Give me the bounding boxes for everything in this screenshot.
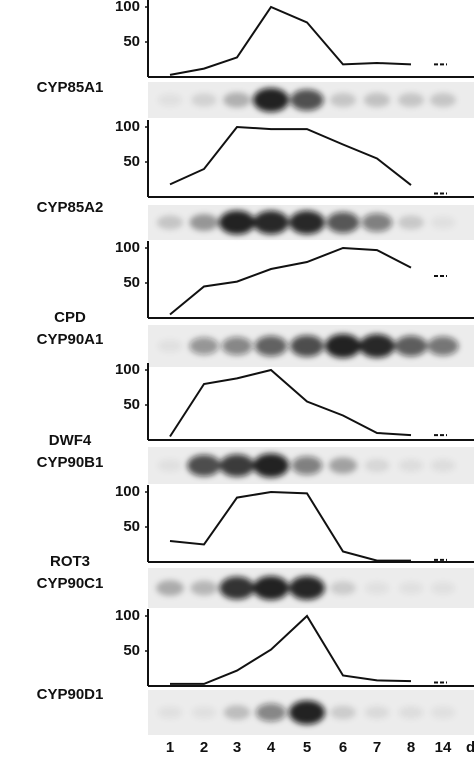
blot-band: [397, 92, 425, 108]
blot-band: [219, 454, 255, 477]
blot-band: [253, 576, 289, 600]
gene-label: CPD: [54, 309, 86, 326]
blot-band: [156, 580, 184, 596]
blot-bands: [156, 210, 456, 235]
gene-label: ROT3: [50, 553, 90, 570]
blot-band: [253, 210, 289, 235]
blot-band: [330, 705, 356, 720]
blot-band: [329, 92, 357, 108]
y-tick-label: 100: [115, 483, 140, 500]
blot-band: [189, 214, 219, 231]
blot-band: [326, 212, 360, 233]
data-line: [170, 614, 412, 685]
gene-label: CYP85A2: [37, 199, 104, 216]
gene-label: CYP90C1: [37, 575, 104, 592]
blot-band: [191, 706, 217, 719]
blot-band: [430, 459, 456, 472]
data-line: [169, 5, 412, 76]
blot-band: [289, 210, 325, 235]
y-tick-label: 100: [115, 0, 140, 15]
blot-bands: [157, 453, 456, 478]
blot-band: [157, 93, 183, 107]
blot-band: [364, 581, 390, 595]
x-tick-label: 3: [233, 739, 241, 756]
y-tick-label: 50: [123, 642, 140, 659]
x-tick-label: 2: [200, 739, 208, 756]
x-unit: d: [466, 739, 474, 756]
y-tick-label: 100: [115, 361, 140, 378]
blot-band: [359, 334, 395, 358]
gene-label: CYP90A1: [37, 331, 104, 348]
gene-label: CYP90D1: [37, 686, 104, 703]
blot-band: [394, 335, 428, 357]
blot-band: [219, 210, 255, 235]
x-tick-label: 5: [303, 739, 311, 756]
blot-band: [328, 457, 358, 474]
blot-band: [290, 89, 324, 111]
y-tick-label: 50: [123, 153, 140, 170]
blot-band: [253, 453, 289, 478]
y-tick-label: 50: [123, 518, 140, 535]
blot-band: [157, 459, 183, 472]
data-line: [169, 246, 412, 316]
y-tick-label: 50: [123, 396, 140, 413]
blot-band: [363, 92, 391, 108]
blot-band: [190, 580, 218, 596]
blot-band: [330, 581, 356, 595]
blot-band: [361, 213, 393, 232]
y-tick-label: 50: [123, 33, 140, 50]
blot-bands: [157, 700, 456, 725]
data-line: [169, 490, 411, 562]
blot-band: [398, 706, 424, 719]
blot-bands: [157, 88, 457, 112]
y-tick-label: 100: [115, 118, 140, 135]
data-line: [169, 125, 412, 186]
blot-band: [157, 339, 183, 353]
blot-band: [398, 581, 424, 595]
blot-band: [364, 706, 390, 719]
gene-label: CYP85A1: [37, 79, 104, 96]
x-tick-label: 14: [435, 739, 452, 756]
y-tick-label: 50: [123, 274, 140, 291]
blot-band: [221, 336, 253, 356]
x-tick-label: 7: [373, 739, 381, 756]
blot-band: [191, 93, 217, 107]
blot-band: [289, 700, 325, 725]
x-tick-label: 6: [339, 739, 347, 756]
blot-band: [427, 336, 459, 356]
blot-band: [157, 706, 183, 719]
blot-band: [430, 216, 456, 229]
y-tick-label: 100: [115, 239, 140, 256]
blot-band: [223, 705, 251, 720]
blot-band: [219, 576, 255, 600]
blot-band: [254, 335, 288, 357]
x-tick-label: 1: [166, 739, 174, 756]
data-line: [169, 368, 412, 438]
blot-band: [255, 703, 287, 722]
x-tick-label: 4: [267, 739, 276, 756]
blot-band: [429, 92, 457, 108]
blot-band: [253, 88, 289, 112]
blot-band: [156, 215, 184, 230]
blot-band: [189, 337, 219, 355]
blot-band: [397, 215, 425, 230]
x-tick-label: 8: [407, 739, 415, 756]
blot-band: [430, 581, 456, 595]
blot-band: [364, 458, 390, 473]
blot-band: [290, 335, 324, 357]
blot-band: [187, 454, 221, 477]
blot-band: [289, 576, 325, 600]
blot-band: [291, 456, 323, 475]
blot-band: [325, 334, 361, 358]
gene-label: CYP90B1: [37, 454, 104, 471]
blot-bands: [157, 334, 459, 358]
blot-band: [430, 706, 456, 719]
blot-bands: [156, 576, 456, 600]
blot-band: [398, 459, 424, 472]
y-tick-label: 100: [115, 607, 140, 624]
gene-label: DWF4: [49, 432, 92, 449]
blot-band: [223, 92, 251, 108]
